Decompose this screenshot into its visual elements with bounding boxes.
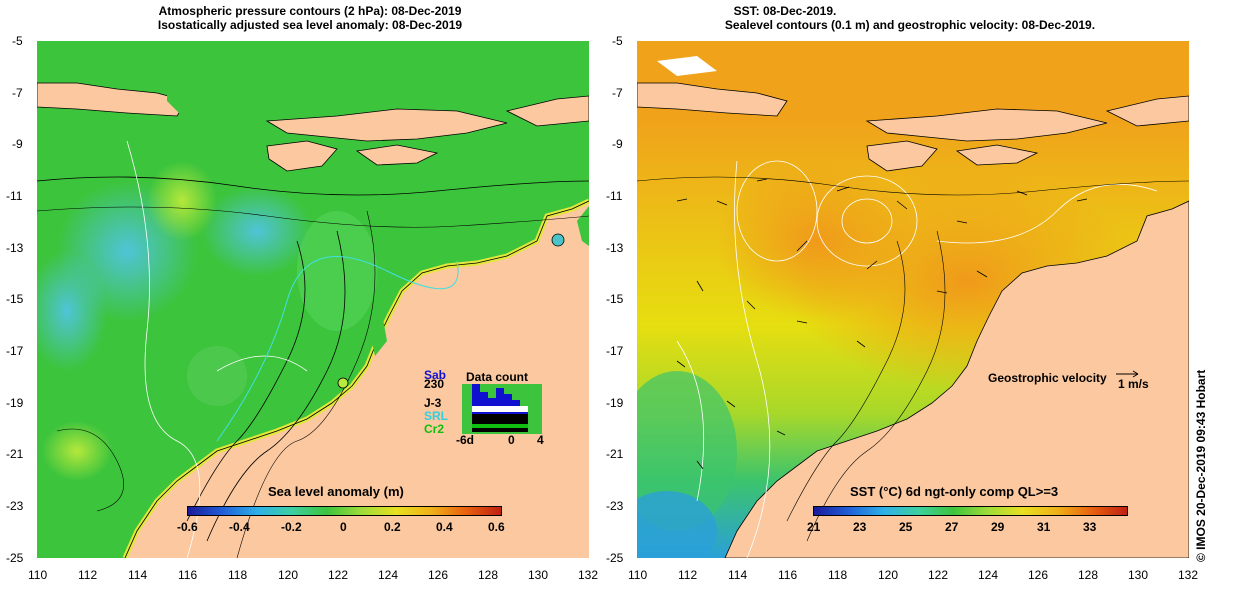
y-tick: -9 bbox=[612, 137, 623, 151]
x-tick: 126 bbox=[428, 568, 449, 582]
y-tick: -19 bbox=[6, 396, 24, 410]
colorbar-tick: -0.4 bbox=[229, 520, 250, 534]
left-title-line2: Isostatically adjusted sea level anomaly… bbox=[157, 18, 463, 32]
y-tick: -25 bbox=[6, 551, 24, 565]
x-tick: 128 bbox=[478, 568, 499, 582]
x-tick: 132 bbox=[1178, 568, 1199, 582]
y-tick: -21 bbox=[606, 447, 624, 461]
sat-label-230: 230 bbox=[424, 377, 445, 391]
y-tick: -19 bbox=[606, 396, 624, 410]
colorbar-tick: 27 bbox=[945, 520, 959, 534]
x-tick: 112 bbox=[78, 568, 98, 582]
x-tick: 126 bbox=[1028, 568, 1049, 582]
y-tick: -17 bbox=[6, 344, 24, 358]
colorbar-tick: 0.4 bbox=[436, 520, 453, 534]
colorbar-tick: -0.2 bbox=[281, 520, 302, 534]
right-colorbar-label: SST (°C) 6d ngt-only comp QL>=3 bbox=[850, 484, 1059, 499]
left-colorbar bbox=[187, 506, 502, 516]
left-colorbar-label: Sea level anomaly (m) bbox=[268, 484, 404, 499]
y-tick: -13 bbox=[606, 241, 624, 255]
x-tick: 130 bbox=[528, 568, 549, 582]
velocity-arrows bbox=[676, 178, 1088, 470]
colorbar-tick: 29 bbox=[991, 520, 1005, 534]
colorbar-tick: 0 bbox=[340, 520, 347, 534]
x-tick: 114 bbox=[728, 568, 748, 582]
colorbar-tick: 0.2 bbox=[384, 520, 401, 534]
x-tick: 118 bbox=[228, 568, 248, 582]
x-tick: 116 bbox=[178, 568, 198, 582]
data-count-x-tick: 4 bbox=[537, 433, 544, 447]
x-tick: 122 bbox=[928, 568, 949, 582]
x-tick: 128 bbox=[1078, 568, 1099, 582]
y-tick: -11 bbox=[606, 189, 623, 203]
x-tick: 118 bbox=[828, 568, 848, 582]
velocity-legend-unit: 1 m/s bbox=[1118, 377, 1149, 391]
y-tick: -17 bbox=[606, 344, 624, 358]
colorbar-tick: 23 bbox=[853, 520, 867, 534]
velocity-legend-arrow bbox=[1116, 370, 1139, 378]
y-tick: -5 bbox=[612, 34, 623, 48]
right-map bbox=[637, 41, 1189, 558]
x-tick: 124 bbox=[978, 568, 999, 582]
y-tick: -15 bbox=[6, 292, 24, 306]
colorbar-tick: 0.6 bbox=[488, 520, 505, 534]
data-count-bars bbox=[462, 384, 542, 434]
sat-label-sab: Sab bbox=[424, 368, 447, 382]
x-tick: 116 bbox=[778, 568, 798, 582]
colorbar-tick: -0.6 bbox=[177, 520, 198, 534]
right-title-line2: Sealevel contours (0.1 m) and geostrophi… bbox=[724, 18, 1096, 32]
x-tick: 120 bbox=[878, 568, 899, 582]
data-count-x-tick: -6d bbox=[456, 433, 474, 447]
y-tick: -9 bbox=[12, 137, 23, 151]
x-tick: 122 bbox=[328, 568, 349, 582]
x-tick: 124 bbox=[378, 568, 399, 582]
x-tick: 110 bbox=[628, 568, 648, 582]
y-tick: -23 bbox=[606, 499, 624, 513]
right-title-line1: SST: 08-Dec-2019. bbox=[733, 4, 837, 18]
x-tick: 130 bbox=[1128, 568, 1149, 582]
velocity-legend-label: Geostrophic velocity bbox=[988, 371, 1107, 385]
y-tick: -21 bbox=[6, 447, 24, 461]
colorbar-tick: 25 bbox=[899, 520, 913, 534]
y-tick: -5 bbox=[12, 34, 23, 48]
left-title-line1: Atmospheric pressure contours (2 hPa): 0… bbox=[158, 4, 462, 18]
left-map bbox=[37, 41, 589, 558]
y-tick: -7 bbox=[612, 86, 623, 100]
right-colorbar bbox=[813, 506, 1128, 516]
sat-label-cr2: Cr2 bbox=[424, 422, 445, 436]
x-tick: 120 bbox=[278, 568, 299, 582]
colorbar-tick: 21 bbox=[807, 520, 821, 534]
y-tick: -23 bbox=[6, 499, 24, 513]
data-count-x-tick: 0 bbox=[508, 433, 515, 447]
x-tick: 114 bbox=[128, 568, 148, 582]
x-tick: 110 bbox=[28, 568, 48, 582]
data-count-title: Data count bbox=[466, 370, 529, 384]
sat-label-j3: J-3 bbox=[424, 396, 442, 410]
y-tick: -15 bbox=[606, 292, 624, 306]
colorbar-tick: 31 bbox=[1037, 520, 1051, 534]
y-tick: -25 bbox=[606, 551, 624, 565]
imos-credit: © IMOS 20-Dec-2019 09:43 Hobart bbox=[1194, 369, 1208, 562]
x-tick: 132 bbox=[578, 568, 599, 582]
x-tick: 112 bbox=[678, 568, 698, 582]
sat-label-srl: SRL bbox=[424, 409, 448, 423]
y-tick: -13 bbox=[6, 241, 24, 255]
y-tick: -11 bbox=[6, 189, 23, 203]
colorbar-tick: 33 bbox=[1083, 520, 1097, 534]
y-tick: -7 bbox=[12, 86, 23, 100]
